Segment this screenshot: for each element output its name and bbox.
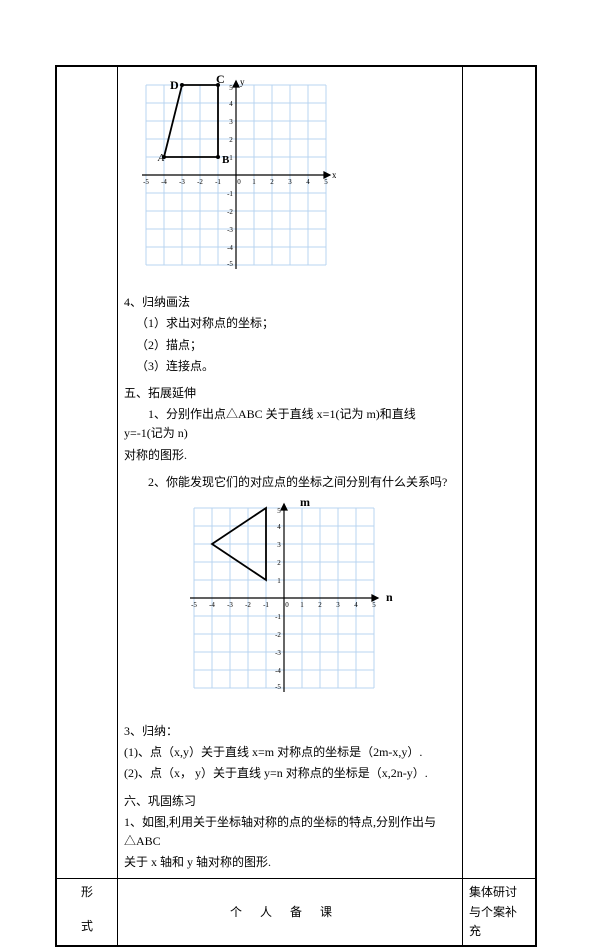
section3-title: 3、归纳： [124, 722, 456, 741]
svg-text:2: 2 [229, 136, 233, 144]
main-content-cell: -5 -4 -3 -2 -1 0 1 2 3 4 5 1 2 3 4 5 -1 -2 -3 -4 -5 x… [118, 67, 463, 879]
svg-text:4: 4 [354, 601, 358, 609]
svg-text:-2: -2 [245, 601, 251, 609]
svg-text:-1: -1 [275, 613, 281, 621]
svg-text:D: D [170, 78, 179, 92]
svg-text:y: y [240, 77, 245, 87]
svg-text:1: 1 [252, 178, 256, 186]
section5-title: 五、拓展延伸 [124, 384, 456, 403]
chart1: -5 -4 -3 -2 -1 0 1 2 3 4 5 1 2 3 4 5 -1 -2 -3 -4 -5 x… [136, 75, 336, 281]
chart1-svg: -5 -4 -3 -2 -1 0 1 2 3 4 5 1 2 3 4 5 -1 -2 -3 -4 -5 x… [136, 75, 336, 275]
svg-text:2: 2 [277, 559, 281, 567]
svg-text:-3: -3 [227, 601, 233, 609]
svg-text:-2: -2 [275, 631, 281, 639]
right-margin-cell [463, 67, 536, 879]
bottom-center-cell: 个人备课 [118, 879, 463, 946]
svg-text:A: A [157, 153, 165, 164]
section5-item1a: 1、分别作出点△ABC 关于直线 x=1(记为 m)和直线 y=-1(记为 n) [124, 405, 456, 443]
bottom-right-line1: 集体研讨 [469, 883, 529, 902]
svg-text:5: 5 [277, 507, 281, 515]
svg-text:3: 3 [229, 118, 233, 126]
svg-text:-2: -2 [227, 208, 233, 216]
section6-item1a: 1、如图,利用关于坐标轴对称的点的坐标的特点,分别作出与△ABC [124, 813, 456, 851]
svg-text:1: 1 [229, 154, 233, 162]
section4-item1: （1）求出对称点的坐标； [124, 314, 456, 333]
svg-text:5: 5 [324, 178, 328, 186]
section3-item1: (1)、点（x,y）关于直线 x=m 对称点的坐标是（2m-x,y）. [124, 743, 456, 762]
svg-text:5: 5 [372, 601, 376, 609]
left-margin-cell [57, 67, 118, 879]
chart2: -5 -4 -3 -2 -1 0 1 2 3 4 5 1 2 3 4 5 -1 -2 -3 -4 -5 m… [184, 498, 399, 704]
svg-text:-4: -4 [209, 601, 215, 609]
svg-text:4: 4 [277, 523, 281, 531]
svg-text:-4: -4 [161, 178, 167, 186]
page-frame: -5 -4 -3 -2 -1 0 1 2 3 4 5 1 2 3 4 5 -1 -2 -3 -4 -5 x… [55, 65, 537, 947]
svg-text:4: 4 [229, 100, 233, 108]
svg-text:0: 0 [237, 178, 241, 186]
bottom-left-line1: 形 [63, 883, 111, 902]
svg-text:-1: -1 [215, 178, 221, 186]
svg-text:-3: -3 [179, 178, 185, 186]
svg-text:3: 3 [336, 601, 340, 609]
svg-text:-4: -4 [275, 667, 281, 675]
svg-text:-2: -2 [197, 178, 203, 186]
svg-text:3: 3 [288, 178, 292, 186]
chart2-svg: -5 -4 -3 -2 -1 0 1 2 3 4 5 1 2 3 4 5 -1 -2 -3 -4 -5 m… [184, 498, 399, 698]
svg-text:B: B [222, 154, 230, 166]
bottom-right-cell: 集体研讨 与个案补 充 [463, 879, 536, 946]
svg-text:-4: -4 [227, 244, 233, 252]
svg-text:-1: -1 [263, 601, 269, 609]
svg-text:C: C [216, 75, 225, 86]
section6-title: 六、巩固练习 [124, 792, 456, 811]
svg-text:-3: -3 [275, 649, 281, 657]
svg-text:4: 4 [306, 178, 310, 186]
svg-text:-5: -5 [227, 260, 233, 268]
svg-text:-5: -5 [275, 683, 281, 691]
svg-text:-3: -3 [227, 226, 233, 234]
section4-item2: （2）描点； [124, 336, 456, 355]
section5-item2: 2、你能发现它们的对应点的坐标之间分别有什么关系吗? [124, 473, 456, 492]
svg-text:5: 5 [229, 84, 233, 92]
section6-item1b: 关于 x 轴和 y 轴对称的图形. [124, 853, 456, 872]
bottom-center-text: 个人备课 [124, 903, 456, 922]
section5-item1b: 对称的图形. [124, 446, 456, 465]
section4-item3: （3）连接点。 [124, 357, 456, 376]
bottom-right-line2: 与个案补 [469, 903, 529, 922]
svg-text:1: 1 [277, 577, 281, 585]
bottom-right-line3: 充 [469, 922, 529, 941]
svg-text:2: 2 [270, 178, 274, 186]
chart2-m-label: m [300, 498, 310, 509]
svg-text:-5: -5 [143, 178, 149, 186]
main-layout-table: -5 -4 -3 -2 -1 0 1 2 3 4 5 1 2 3 4 5 -1 -2 -3 -4 -5 x… [56, 66, 536, 946]
chart2-n-label: n [386, 590, 393, 604]
section4-title: 4、归纳画法 [124, 293, 456, 312]
svg-text:1: 1 [300, 601, 304, 609]
section3-item2: (2)、点（x， y）关于直线 y=n 对称点的坐标是（x,2n-y）. [124, 764, 456, 783]
svg-text:-5: -5 [191, 601, 197, 609]
svg-text:2: 2 [318, 601, 322, 609]
bottom-left-cell: 形 式 [57, 879, 118, 946]
svg-text:3: 3 [277, 541, 281, 549]
svg-text:0: 0 [285, 601, 289, 609]
svg-text:x: x [332, 170, 336, 180]
bottom-left-line2: 式 [63, 917, 111, 936]
svg-text:-1: -1 [227, 190, 233, 198]
